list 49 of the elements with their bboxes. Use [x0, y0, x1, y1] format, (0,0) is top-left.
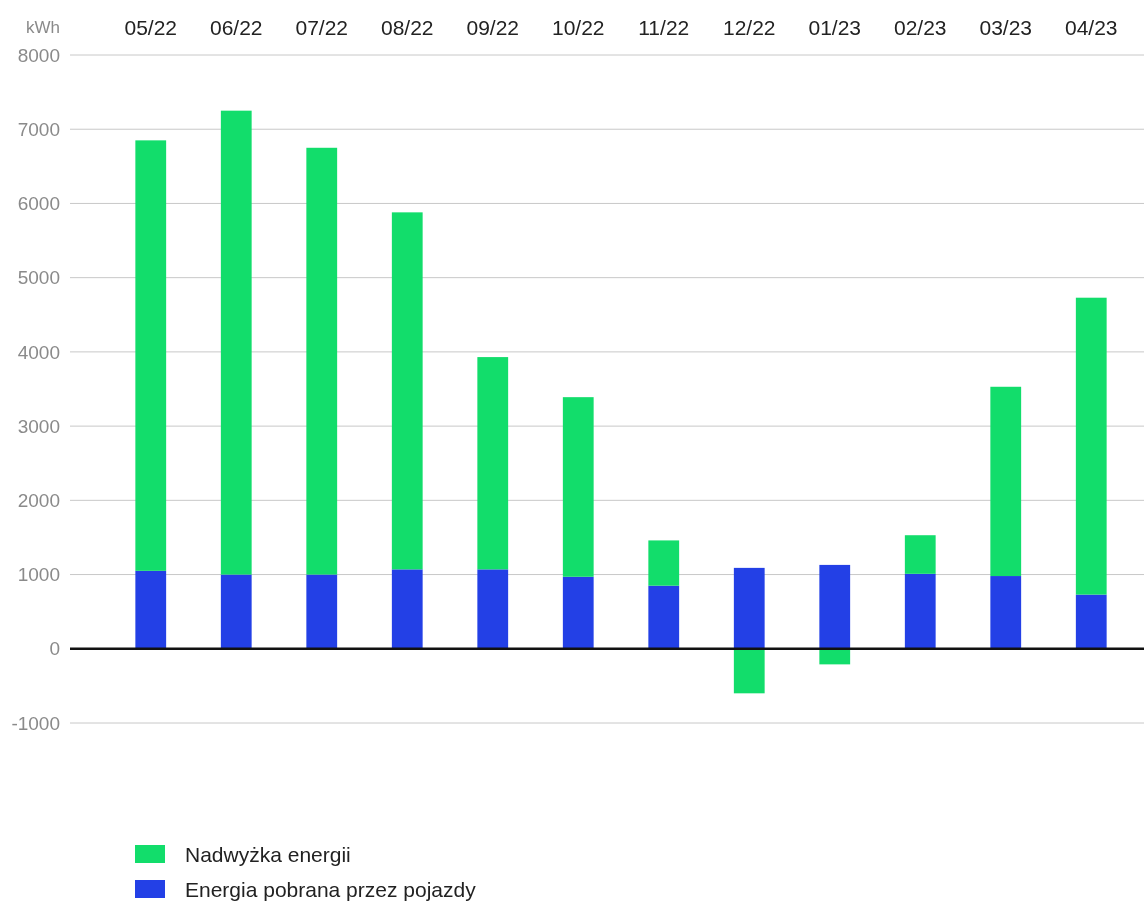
bar: [819, 648, 851, 665]
x-tick-label: 12/22: [722, 16, 776, 39]
bar: [733, 567, 765, 649]
bar: [819, 564, 851, 649]
y-axis-title: kWh: [26, 18, 60, 37]
y-tick-label: 1000: [17, 564, 60, 586]
bar: [220, 574, 252, 649]
bar: [904, 535, 936, 574]
x-tick-label: 02/23: [893, 16, 947, 39]
bar: [648, 540, 680, 586]
bar: [1075, 297, 1107, 595]
x-tick-label: 04/23: [1064, 16, 1118, 39]
bar: [562, 576, 594, 649]
x-tick-label: 05/22: [124, 16, 178, 39]
legend-label: Nadwyżka energii: [185, 843, 351, 867]
x-tick-label: 03/23: [979, 16, 1033, 39]
y-tick-label: 3000: [17, 415, 60, 437]
x-tick-label: 11/22: [638, 16, 690, 39]
x-tick-label: 07/22: [295, 16, 349, 39]
bar: [733, 648, 765, 694]
bar: [306, 574, 338, 649]
y-tick-label: -1000: [11, 712, 60, 734]
bar: [391, 569, 423, 649]
bar: [990, 576, 1022, 649]
x-tick-label: 01/23: [808, 16, 862, 39]
y-tick-label: 2000: [17, 489, 60, 511]
bar: [990, 386, 1022, 577]
x-tick-label: 06/22: [209, 16, 263, 39]
y-tick-label: 7000: [17, 118, 60, 140]
bar: [391, 212, 423, 570]
bar: [135, 140, 167, 571]
bar: [904, 573, 936, 649]
bar: [648, 585, 680, 649]
bar: [477, 357, 509, 570]
y-tick-label: 8000: [17, 44, 60, 66]
bar: [477, 569, 509, 649]
bar: [306, 147, 338, 575]
y-tick-label: 5000: [17, 267, 60, 289]
y-tick-label: 6000: [17, 193, 60, 215]
x-tick-label: 10/22: [551, 16, 605, 39]
legend-label: Energia pobrana przez pojazdy: [185, 878, 477, 902]
bar: [562, 397, 594, 577]
bar: [1075, 594, 1107, 649]
y-tick-label: 0: [49, 638, 60, 660]
y-tick-label: 4000: [17, 341, 60, 363]
x-tick-label: 08/22: [380, 16, 434, 39]
bar: [135, 570, 167, 649]
bar: [220, 110, 252, 575]
x-tick-label: 09/22: [466, 16, 520, 39]
